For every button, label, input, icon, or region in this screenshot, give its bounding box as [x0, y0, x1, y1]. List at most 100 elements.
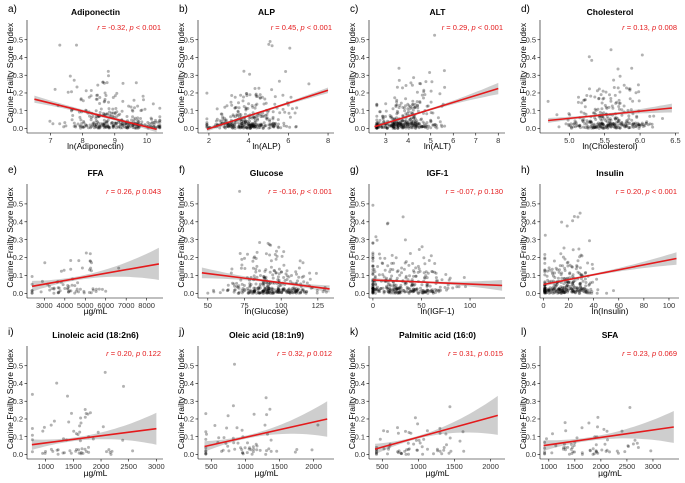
data-point	[109, 122, 113, 125]
data-point	[443, 286, 447, 289]
data-point	[280, 291, 284, 295]
data-point	[248, 446, 252, 450]
data-point	[107, 126, 111, 130]
panel-title: Oleic acid (18:1n9)	[229, 330, 304, 340]
data-point	[231, 123, 235, 127]
data-point	[580, 426, 584, 430]
data-point	[204, 450, 208, 454]
data-point	[382, 126, 386, 130]
data-point	[324, 290, 328, 294]
data-point	[253, 289, 256, 293]
data-point	[547, 288, 551, 292]
data-point	[70, 118, 74, 122]
data-point	[43, 451, 47, 455]
data-point	[637, 123, 641, 127]
data-point	[95, 123, 99, 126]
data-point	[384, 109, 388, 113]
data-point	[440, 278, 444, 282]
data-point	[550, 267, 554, 271]
data-point	[139, 117, 142, 120]
data-point	[282, 263, 286, 267]
data-point	[131, 126, 135, 130]
data-point	[584, 284, 588, 288]
data-point	[562, 286, 566, 290]
data-point	[226, 288, 230, 292]
data-point	[79, 421, 83, 425]
data-point	[68, 74, 72, 78]
data-point	[560, 289, 564, 292]
data-point	[591, 267, 595, 271]
data-point	[293, 290, 297, 294]
data-point	[264, 291, 268, 295]
data-point	[403, 290, 407, 294]
data-point	[94, 287, 98, 291]
data-point	[571, 280, 575, 284]
data-point	[252, 125, 256, 129]
data-point	[608, 118, 611, 122]
data-point	[399, 119, 403, 123]
data-point	[258, 291, 262, 295]
data-point	[409, 289, 413, 293]
data-point	[104, 125, 108, 129]
data-point	[403, 122, 406, 126]
y-tick-label: 0.5	[355, 35, 365, 44]
data-point	[106, 123, 110, 127]
data-point	[420, 291, 424, 295]
data-point	[395, 124, 399, 128]
stat-annotation: r = 0.23, p 0.069	[622, 349, 677, 358]
data-point	[375, 126, 379, 130]
data-point	[396, 126, 400, 130]
data-point	[431, 291, 435, 295]
data-point	[420, 283, 424, 287]
data-point	[80, 266, 84, 270]
data-point	[382, 120, 386, 124]
data-point	[585, 121, 589, 125]
data-point	[543, 233, 547, 237]
data-point	[407, 110, 410, 113]
data-point	[575, 124, 579, 128]
data-point	[258, 93, 262, 97]
data-point	[558, 288, 562, 292]
data-point	[243, 256, 246, 260]
data-point	[602, 427, 606, 431]
data-point	[423, 276, 426, 280]
data-point	[607, 122, 611, 125]
data-point	[249, 126, 252, 130]
data-point	[376, 120, 380, 124]
x-tick-label: 1500	[446, 462, 463, 471]
data-point	[269, 265, 273, 269]
data-point	[418, 122, 421, 126]
x-tick-label: 2500	[619, 462, 636, 471]
data-point	[602, 111, 606, 115]
data-point	[375, 103, 379, 107]
data-point	[404, 276, 408, 280]
data-point	[69, 451, 73, 455]
data-point	[58, 289, 62, 293]
data-point	[152, 124, 156, 128]
data-point	[412, 115, 416, 119]
y-tick-label: 0.5	[526, 361, 536, 370]
data-point	[418, 101, 422, 105]
data-point	[414, 126, 418, 130]
data-point	[548, 289, 551, 293]
data-point	[141, 94, 145, 98]
y-tick-label: 0.0	[355, 124, 365, 133]
data-point	[291, 286, 295, 290]
data-point	[223, 119, 227, 123]
data-point	[407, 290, 411, 294]
y-tick-label: 0.0	[184, 124, 194, 133]
data-point	[75, 448, 78, 451]
data-point	[410, 283, 414, 287]
data-point	[265, 117, 269, 121]
data-point	[91, 121, 95, 125]
data-point	[599, 122, 603, 126]
data-point	[429, 118, 433, 122]
data-point	[401, 126, 405, 129]
data-point	[594, 125, 598, 129]
data-point	[293, 111, 297, 115]
data-point	[255, 126, 259, 130]
data-point	[620, 120, 624, 124]
data-point	[608, 120, 612, 124]
data-point	[446, 286, 450, 290]
data-point	[287, 275, 291, 279]
